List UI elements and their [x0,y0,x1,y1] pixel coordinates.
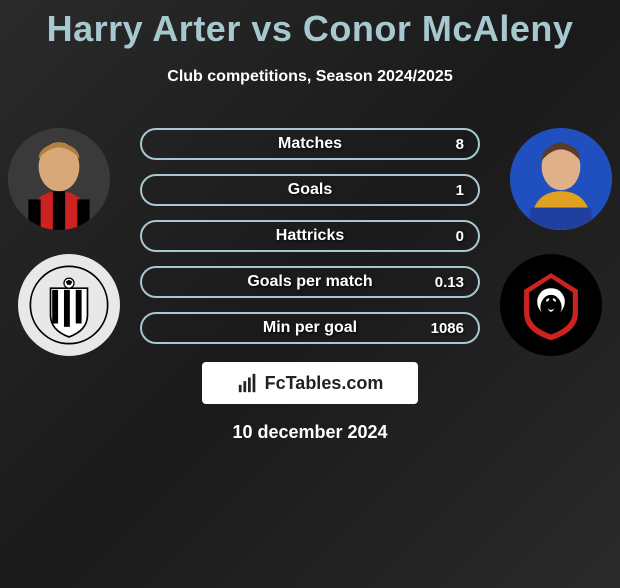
stat-label: Goals [288,181,332,199]
stat-row: Hattricks 0 [140,220,480,252]
branding-badge: FcTables.com [202,362,418,404]
club-right-badge [500,254,602,356]
stat-value-right: 8 [456,136,464,153]
chart-icon [237,372,259,394]
club-left-badge [18,254,120,356]
stat-value-right: 1086 [431,320,464,337]
stats-list: Matches 8 Goals 1 Hattricks 0 Goals per … [140,128,480,344]
comparison-panel: Matches 8 Goals 1 Hattricks 0 Goals per … [0,128,620,443]
player-right-avatar [510,128,612,230]
stat-label: Matches [278,135,342,153]
player-right-portrait-icon [510,128,612,230]
stat-row: Min per goal 1086 [140,312,480,344]
stat-value-right: 0.13 [435,274,464,291]
stat-label: Hattricks [276,227,344,245]
page-title: Harry Arter vs Conor McAleny [0,8,620,50]
stat-value-right: 1 [456,182,464,199]
stat-label: Min per goal [263,319,357,337]
player-left-portrait-icon [8,128,110,230]
club-right-crest-icon [509,263,593,347]
date-text: 10 december 2024 [0,422,620,443]
club-left-crest-icon [27,263,111,347]
stat-value-right: 0 [456,228,464,245]
stat-row: Goals per match 0.13 [140,266,480,298]
branding-text: FcTables.com [265,373,384,394]
player-left-avatar [8,128,110,230]
stat-row: Matches 8 [140,128,480,160]
stat-row: Goals 1 [140,174,480,206]
subtitle: Club competitions, Season 2024/2025 [0,68,620,86]
stat-label: Goals per match [247,273,372,291]
